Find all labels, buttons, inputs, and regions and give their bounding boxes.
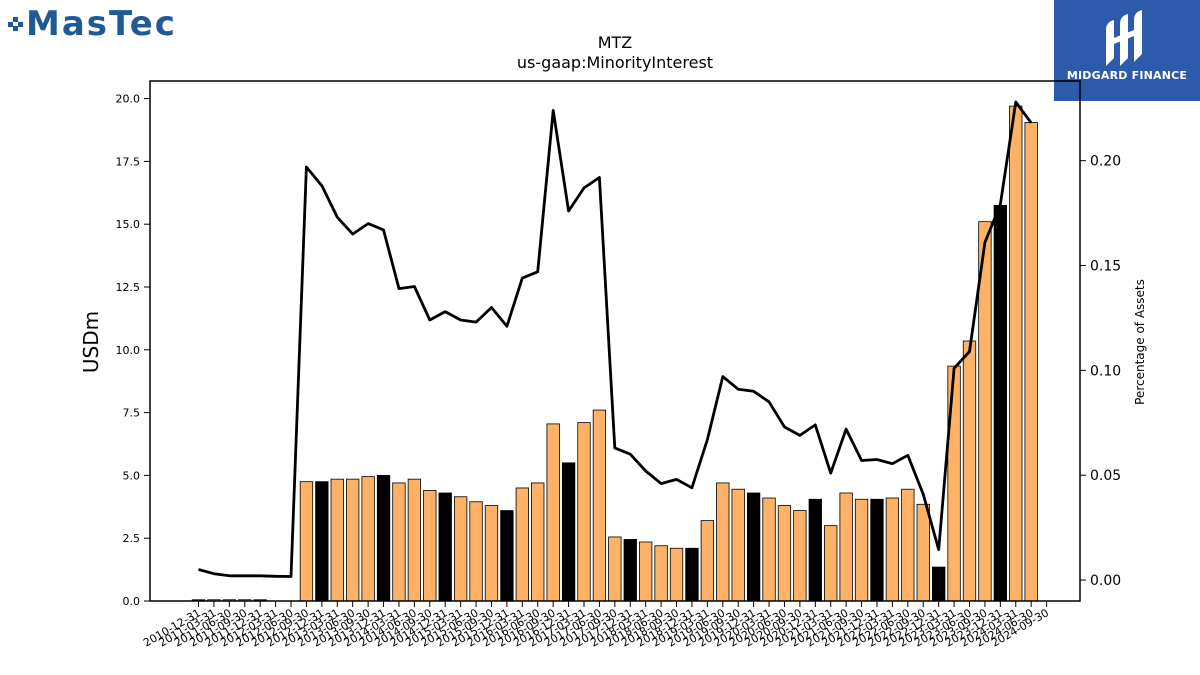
y2-tick-label: 0.05 (1090, 468, 1121, 484)
bar-2014-03-31 (392, 482, 406, 602)
mastec-logo-text: MasTec (26, 4, 177, 44)
bar-2017-06-30 (592, 409, 607, 602)
y-tick-label: 20.0 (116, 93, 141, 106)
y-tick-label: 17.5 (116, 155, 141, 168)
bar-2023-12-31 (993, 204, 1007, 602)
bar-2019-09-30 (731, 488, 745, 602)
chart-title: MTZ (598, 33, 633, 52)
bar-2022-09-30 (916, 503, 930, 602)
bar-2023-06-30 (962, 340, 977, 602)
y2-tick-label: 0.10 (1090, 363, 1121, 379)
plot-frame (149, 80, 1081, 602)
x-axis-ticks: 2010-12-312011-03-312011-06-302011-09-30… (141, 601, 1051, 650)
bar-2015-06-30 (469, 501, 483, 602)
y-tick-label: 2.5 (123, 532, 141, 545)
chart-subtitle: us-gaap:MinorityInterest (517, 53, 713, 72)
y-axis-ticks: 0.0 2.5 5.0 7.5 10.0 12.5 15.0 17.5 20.0 (116, 93, 150, 608)
bar-2014-12-31 (438, 492, 452, 602)
bar-2020-03-31 (762, 497, 776, 602)
y2-tick-label: 0.20 (1090, 154, 1121, 170)
y2-axis-ticks: 0.00 0.05 0.10 0.15 0.20 (1080, 154, 1121, 589)
bar-series (191, 105, 1038, 602)
midgard-glyph-icon (1106, 10, 1142, 66)
bar-2016-12-31 (561, 462, 576, 602)
bar-2013-09-30 (361, 476, 375, 602)
bar-2012-12-31 (315, 481, 329, 602)
y-tick-label: 7.5 (123, 407, 141, 420)
bar-2015-09-30 (484, 505, 499, 602)
bar-2015-03-31 (453, 496, 468, 602)
bar-2022-06-30 (901, 488, 915, 602)
bar-2017-12-31 (623, 539, 637, 602)
bar-2020-09-30 (793, 510, 807, 602)
bar-2017-03-31 (577, 422, 591, 602)
bar-2015-12-31 (500, 510, 514, 602)
y-tick-label: 0.0 (123, 595, 141, 608)
bar-2021-06-30 (839, 492, 853, 602)
line-series (198, 100, 1033, 578)
y2-tick-label: 0.00 (1090, 573, 1121, 589)
bar-2023-03-31 (947, 365, 961, 602)
bar-2019-06-30 (716, 482, 730, 602)
bar-2018-12-31 (685, 547, 699, 602)
bar-2012-09-30 (299, 481, 314, 602)
bar-2019-12-31 (746, 492, 761, 602)
bar-2013-06-30 (346, 478, 360, 602)
bar-2018-09-30 (669, 547, 684, 602)
bar-2013-03-31 (330, 478, 344, 602)
bar-2016-09-30 (546, 423, 560, 602)
mastec-mark-icon (8, 17, 23, 31)
y-axis-label: USDm (79, 311, 103, 373)
y2-axis-label: Percentage of Assets (1133, 279, 1147, 405)
bar-2024-06-30 (1024, 122, 1038, 602)
bar-2021-09-30 (854, 498, 869, 602)
bar-2016-03-31 (515, 487, 529, 602)
bar-2024-03-31 (1009, 105, 1023, 602)
midgard-finance-logo: MIDGARD FINANCE (1054, 0, 1200, 101)
mastec-logo: MasTec (8, 4, 177, 44)
bar-2013-12-31 (376, 474, 391, 602)
midgard-logo-text: MIDGARD FINANCE (1066, 69, 1188, 82)
bar-2018-06-30 (654, 545, 668, 602)
percentage-of-assets-line (198, 100, 1033, 578)
y-tick-label: 10.0 (116, 344, 141, 357)
y-tick-label: 12.5 (116, 281, 141, 294)
bar-2020-12-31 (808, 498, 822, 602)
bar-2019-03-31 (700, 520, 715, 602)
bar-2016-06-30 (531, 482, 545, 602)
bar-2014-09-30 (423, 490, 437, 602)
bar-2022-12-31 (932, 566, 946, 602)
bar-2014-06-30 (407, 478, 422, 602)
bar-2020-06-30 (777, 505, 792, 602)
y-tick-label: 15.0 (116, 218, 141, 231)
y2-tick-label: 0.15 (1090, 259, 1121, 275)
bar-2017-09-30 (608, 536, 622, 602)
bar-2018-03-31 (639, 541, 653, 602)
bar-2021-03-31 (824, 525, 838, 602)
bar-2022-03-31 (885, 497, 900, 602)
bar-2021-12-31 (870, 498, 884, 602)
y-tick-label: 5.0 (123, 469, 141, 482)
